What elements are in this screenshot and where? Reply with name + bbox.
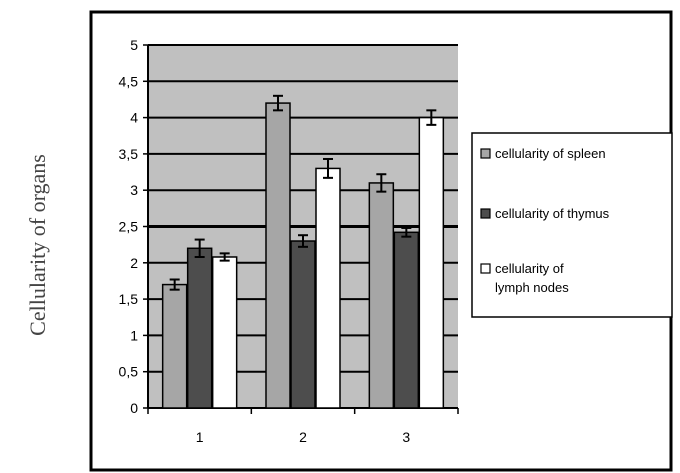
y-tick-label: 1,5 [119, 291, 139, 307]
y-tick-label: 4 [130, 110, 138, 126]
bar [211, 256, 238, 409]
y-tick-label: 4,5 [119, 73, 139, 89]
y-tick-label: 1 [130, 327, 138, 343]
legend-box [471, 132, 673, 318]
legend-swatch [480, 148, 491, 159]
legend-label: lymph nodes [495, 280, 569, 295]
bar [393, 231, 420, 409]
bar [186, 247, 213, 409]
legend-swatch [480, 208, 491, 219]
legend-swatch [480, 263, 491, 274]
legend-label: cellularity of thymus [495, 206, 610, 221]
bar [161, 283, 188, 409]
legend-label: cellularity of spleen [495, 146, 606, 161]
x-tick-label: 2 [299, 429, 307, 445]
y-tick-label: 5 [130, 37, 138, 53]
y-tick-label: 3 [130, 182, 138, 198]
bar [368, 182, 395, 409]
y-tick-label: 0,5 [119, 364, 139, 380]
legend: cellularity of spleen cellularity of thym… [471, 132, 673, 318]
x-tick-label: 3 [402, 429, 410, 445]
bar [315, 167, 341, 409]
y-tick-label: 0 [130, 400, 138, 416]
y-tick-label: 3,5 [119, 146, 139, 162]
bar [290, 240, 316, 409]
legend-label: cellularity of [495, 261, 564, 276]
y-tick-label: 2,5 [119, 219, 139, 235]
bars-group [161, 94, 445, 409]
bar [418, 116, 445, 409]
y-tick-label: 2 [130, 255, 138, 271]
bar [265, 102, 291, 409]
y-axis: 0 0,5 1 1,5 2 2,5 3 3,5 4 4,5 5 [119, 37, 149, 416]
x-tick-label: 1 [196, 429, 204, 445]
